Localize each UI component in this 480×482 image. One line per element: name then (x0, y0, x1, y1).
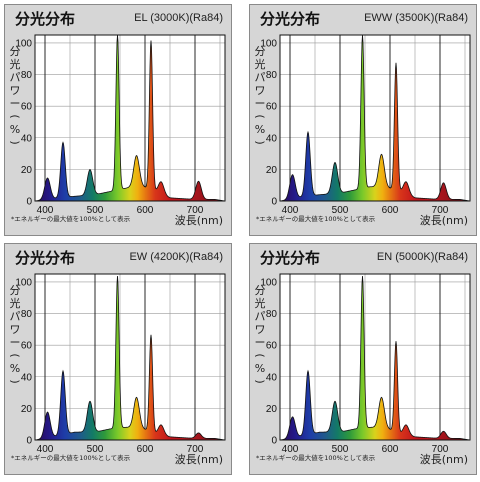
y-axis-label: 分光パワー(%) (8, 284, 22, 384)
x-axis-label: 波長(nm) (174, 214, 223, 227)
y-tick-label: 40 (266, 372, 278, 383)
chart-footnote: *エネルギーの最大値を100%として表示 (11, 215, 131, 223)
plot-frame (34, 34, 226, 202)
x-tick-label: 700 (187, 444, 204, 455)
y-tick-label: 40 (21, 372, 33, 383)
spectrum-area (34, 275, 226, 441)
chart-subtitle: EL (3000K)(Ra84) (134, 12, 223, 24)
y-tick-label: 100 (15, 38, 32, 49)
chart-header: 分光分布 EN (5000K)(Ra84) (250, 244, 476, 270)
plot-frame (279, 273, 471, 441)
y-tick-label: 20 (266, 165, 278, 176)
y-tick-label: 100 (260, 277, 277, 288)
chart-panel-eww: 分光分布 EWW (3500K)(Ra84) 分光パワー(%) *エネルギーの最大値を… (249, 4, 477, 236)
chart-footnote: *エネルギーの最大値を100%として表示 (11, 454, 131, 462)
y-tick-label: 0 (271, 197, 277, 208)
spectrum-plot: 0 20 40 60 80 100 400 500 600 700 (260, 34, 471, 216)
y-tick-label: 60 (21, 102, 33, 113)
chart-footnote: *エネルギーの最大値を100%として表示 (256, 454, 376, 462)
plot-background (35, 35, 225, 201)
chart-panel-ew: 分光分布 EW (4200K)(Ra84) 分光パワー(%) *エネルギーの最大値を1… (4, 243, 232, 475)
y-tick-label: 60 (21, 341, 33, 352)
y-tick-label: 80 (266, 70, 278, 81)
spectrum-plot: 0 20 40 60 80 100 400 500 600 700 (15, 34, 226, 216)
x-tick-label: 700 (187, 205, 204, 216)
y-axis-label: 分光パワー(%) (253, 45, 267, 145)
y-tick-label: 0 (26, 436, 32, 447)
y-tick-label: 40 (266, 133, 278, 144)
spectrum-area (34, 34, 226, 202)
x-tick-label: 600 (382, 205, 399, 216)
x-tick-label: 400 (282, 205, 299, 216)
x-tick-label: 600 (382, 444, 399, 455)
y-axis-label: 分光パワー(%) (253, 284, 267, 384)
y-tick-label: 20 (21, 404, 33, 415)
chart-header: 分光分布 EW (4200K)(Ra84) (5, 244, 231, 270)
y-tick-label: 60 (266, 341, 278, 352)
x-axis-label: 波長(nm) (419, 453, 468, 466)
x-tick-label: 400 (37, 444, 54, 455)
x-tick-label: 500 (332, 444, 349, 455)
chart-title: 分光分布 (260, 249, 321, 267)
x-tick-label: 500 (87, 205, 104, 216)
y-tick-label: 40 (21, 133, 33, 144)
chart-panel-en: 分光分布 EN (5000K)(Ra84) 分光パワー(%) *エネルギーの最大値を1… (249, 243, 477, 475)
y-tick-label: 20 (21, 165, 33, 176)
y-tick-label: 0 (271, 436, 277, 447)
y-tick-label: 0 (26, 197, 32, 208)
y-tick-label: 100 (260, 38, 277, 49)
chart-footnote: *エネルギーの最大値を100%として表示 (256, 215, 376, 223)
chart-subtitle: EW (4200K)(Ra84) (129, 251, 223, 263)
spectrum-area (279, 275, 471, 441)
chart-header: 分光分布 EWW (3500K)(Ra84) (250, 5, 476, 31)
spectrum-plot: 0 20 40 60 80 100 400 500 600 700 (15, 273, 226, 455)
y-tick-label: 80 (21, 309, 33, 320)
chart-subtitle: EWW (3500K)(Ra84) (364, 12, 468, 24)
y-axis-label: 分光パワー(%) (8, 45, 22, 145)
x-axis-label: 波長(nm) (174, 453, 223, 466)
y-tick-label: 100 (15, 277, 32, 288)
x-tick-label: 400 (37, 205, 54, 216)
x-tick-label: 600 (137, 205, 154, 216)
spectrum-area (279, 34, 471, 202)
chart-subtitle: EN (5000K)(Ra84) (376, 251, 468, 263)
x-tick-label: 500 (87, 444, 104, 455)
x-tick-label: 600 (137, 444, 154, 455)
x-tick-label: 400 (282, 444, 299, 455)
chart-panel-el: 分光分布 EL (3000K)(Ra84) 分光パワー(%) *エネルギーの最大値を1… (4, 4, 232, 236)
y-tick-label: 80 (21, 70, 33, 81)
chart-title: 分光分布 (15, 249, 76, 267)
x-tick-label: 500 (332, 205, 349, 216)
x-tick-label: 700 (432, 205, 449, 216)
chart-title: 分光分布 (15, 10, 76, 28)
x-axis-label: 波長(nm) (419, 214, 468, 227)
spectrum-plot: 0 20 40 60 80 100 400 500 600 700 (260, 273, 471, 455)
chart-title: 分光分布 (260, 10, 321, 28)
y-tick-label: 60 (266, 102, 278, 113)
chart-header: 分光分布 EL (3000K)(Ra84) (5, 5, 231, 31)
plot-frame (34, 273, 226, 441)
y-tick-label: 20 (266, 404, 278, 415)
plot-frame (279, 34, 471, 202)
x-tick-label: 700 (432, 444, 449, 455)
y-tick-label: 80 (266, 309, 278, 320)
